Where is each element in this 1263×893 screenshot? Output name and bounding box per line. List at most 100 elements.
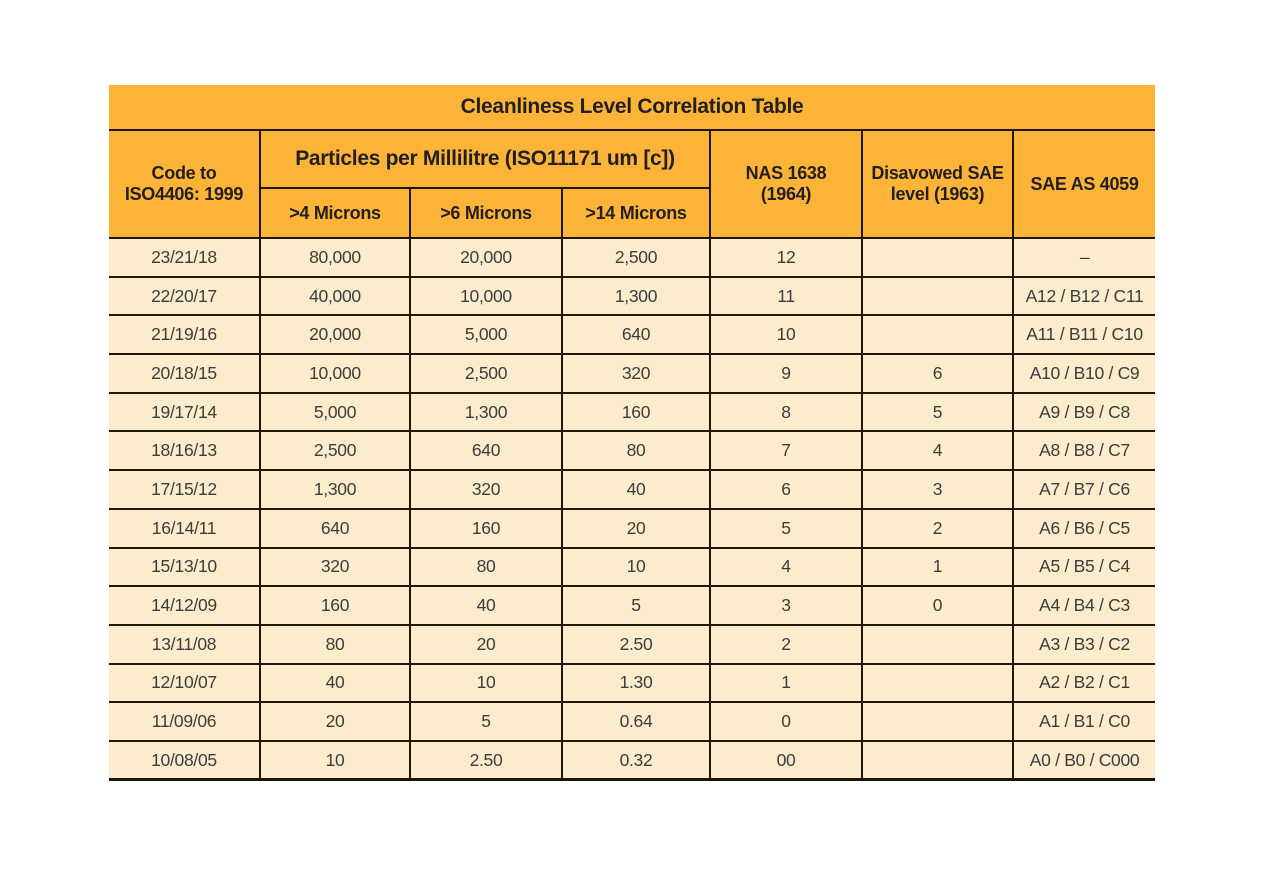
table-row: 12/10/07 40 10 1.30 1 A2 / B2 / C1 [109,662,1156,704]
table-row: 14/12/09 160 40 5 3 0 A4 / B4 / C3 [109,585,1156,626]
table-cell: 10 [561,546,711,588]
table-cell: 5,000 [259,391,411,433]
table-cell: 0.64 [561,701,711,742]
table-cell: 5 [709,507,863,549]
table-cell: 7 [709,430,863,472]
table-cell: 320 [259,546,411,588]
table-cell: 640 [259,507,411,549]
table-row: 13/11/08 80 20 2.50 2 A3 / B3 / C2 [109,623,1156,665]
table-row: 11/09/06 20 5 0.64 0 A1 / B1 / C0 [109,701,1156,742]
table-cell: 15/13/10 [109,546,261,588]
table-cell: 10 [259,739,411,782]
table-cell [861,275,1014,317]
table-row: 19/17/14 5,000 1,300 160 8 5 A9 / B9 / C8 [109,391,1156,433]
table-cell: 1.30 [561,662,711,704]
header-row-2: >4 Microns >6 Microns >14 Microns [109,187,1155,239]
cleanliness-correlation-table: Cleanliness Level Correlation Table Code… [109,85,1156,782]
table-cell: 2,500 [259,430,411,472]
table-row: 23/21/18 80,000 20,000 2,500 12 – [109,237,1156,278]
table-cell: 4 [861,430,1014,472]
table-cell: A6 / B6 / C5 [1011,507,1156,549]
table-cell: 18/16/13 [109,430,261,472]
table-cell: A8 / B8 / C7 [1011,430,1156,472]
table-cell: 2 [861,507,1014,549]
table-cell: 2,500 [561,237,711,278]
table-cell: A11 / B11 / C10 [1011,314,1156,356]
table-cell: 00 [709,739,863,782]
table-cell: 10/08/05 [109,739,261,782]
table-cell: 640 [409,430,563,472]
table-cell: 12/10/07 [109,662,261,704]
table-cell: 20,000 [259,314,411,356]
table-cell [861,662,1014,704]
column-header-particles-group: Particles per Millilitre (ISO11171 um [c… [259,129,711,189]
table-cell: 80 [259,623,411,665]
table-cell: 80 [409,546,563,588]
table-cell: A0 / B0 / C000 [1011,739,1156,782]
table-cell: 0 [709,701,863,742]
table-cell: 5,000 [409,314,563,356]
table-cell: 20/18/15 [109,353,261,394]
table-cell: 0 [861,585,1014,626]
table-row: 22/20/17 40,000 10,000 1,300 11 A12 / B12 / C… [109,275,1156,317]
table-cell: 1 [709,662,863,704]
table-row: 16/14/11 640 160 20 5 2 A6 / B6 / C5 [109,507,1156,549]
table-row: 18/16/13 2,500 640 80 7 4 A8 / B8 / C7 [109,430,1156,472]
table-cell [861,739,1014,782]
table-cell: 17/15/12 [109,469,261,510]
table-cell: 20 [259,701,411,742]
table-row: 15/13/10 320 80 10 4 1 A5 / B5 / C4 [109,546,1156,588]
table-cell: 6 [861,353,1014,394]
table-cell: 2,500 [409,353,563,394]
table-cell: 22/20/17 [109,275,261,317]
table-cell [861,701,1014,742]
table-cell: 6 [709,469,863,510]
table-cell: 10,000 [259,353,411,394]
table-cell: 5 [861,391,1014,433]
table-cell: 40 [561,469,711,510]
header-row-1: Code to ISO4406: 1999 Particles per Mill… [109,129,1156,239]
table-cell: 5 [561,585,711,626]
table-cell: 160 [259,585,411,626]
column-header-14-microns: >14 Microns [561,187,710,239]
table-cell: 80,000 [259,237,411,278]
table-body: 23/21/18 80,000 20,000 2,500 12–22/20/17 40,0… [109,237,1156,782]
table-cell: 12 [709,237,863,278]
table-cell: A2 / B2 / C1 [1011,662,1156,704]
table-cell: – [1011,237,1156,278]
table-cell: A4 / B4 / C3 [1011,585,1156,626]
table-cell: A1 / B1 / C0 [1011,701,1156,742]
table-row: 17/15/12 1,300 320 40 6 3 A7 / B7 / C6 [109,469,1156,510]
table-cell: A7 / B7 / C6 [1011,469,1156,510]
table-cell: 13/11/08 [109,623,261,665]
table-cell [861,623,1014,665]
table-row: 20/18/15 10,000 2,500 320 9 6 A10 / B10 / C9 [109,353,1156,394]
table-cell: 21/19/16 [109,314,261,356]
table-cell: 10,000 [409,275,563,317]
title-row: Cleanliness Level Correlation Table [109,85,1156,131]
table-row: 10/08/05 10 2.50 0.32 00 A0 / B0 / C000 [109,739,1156,782]
table-cell: A3 / B3 / C2 [1011,623,1156,665]
table-cell: 640 [561,314,711,356]
table-cell: 160 [561,391,711,433]
column-header-sae-as-4059: SAE AS 4059 [1011,129,1156,239]
table-cell: A9 / B9 / C8 [1011,391,1156,433]
table-cell: 5 [409,701,563,742]
table-cell: 160 [409,507,563,549]
table-header: Cleanliness Level Correlation Table Code… [109,85,1156,239]
table-cell: 2.50 [561,623,711,665]
table-cell: 11/09/06 [109,701,261,742]
table-cell: 0.32 [561,739,711,782]
table-cell: 320 [561,353,711,394]
table-cell: 20 [561,507,711,549]
table-cell: 40,000 [259,275,411,317]
table-cell: 40 [259,662,411,704]
table-cell: A12 / B12 / C11 [1011,275,1156,317]
column-header-nas-1638: NAS 1638 (1964) [709,129,863,239]
table-cell: 80 [561,430,711,472]
table-row: 21/19/16 20,000 5,000 640 10 A11 / B11 / C10 [109,314,1156,356]
table-cell: A5 / B5 / C4 [1011,546,1156,588]
table-cell: 11 [709,275,863,317]
table-cell: 2 [709,623,863,665]
